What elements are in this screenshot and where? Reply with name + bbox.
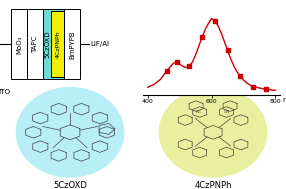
Text: nm: nm: [282, 97, 286, 103]
Bar: [27, 9, 43, 79]
Text: CN: CN: [224, 110, 230, 114]
Text: 4CzPNPh: 4CzPNPh: [55, 31, 60, 58]
Ellipse shape: [159, 87, 267, 178]
Bar: [64, 9, 80, 79]
Text: BmPYPB: BmPYPB: [69, 30, 75, 59]
Text: ITO: ITO: [0, 89, 10, 95]
Text: TAPC: TAPC: [32, 36, 38, 53]
Text: MoO₃: MoO₃: [16, 35, 22, 54]
Bar: [11, 9, 27, 79]
Text: 5CzOXD: 5CzOXD: [53, 181, 87, 189]
Ellipse shape: [16, 87, 124, 178]
Text: 4CzPNPh: 4CzPNPh: [194, 181, 232, 189]
Text: LiF/Al: LiF/Al: [90, 41, 109, 47]
Text: 5CzOXD: 5CzOXD: [44, 31, 50, 58]
Bar: [51, 11, 64, 77]
Bar: [43, 9, 64, 79]
Text: NC: NC: [196, 110, 202, 114]
